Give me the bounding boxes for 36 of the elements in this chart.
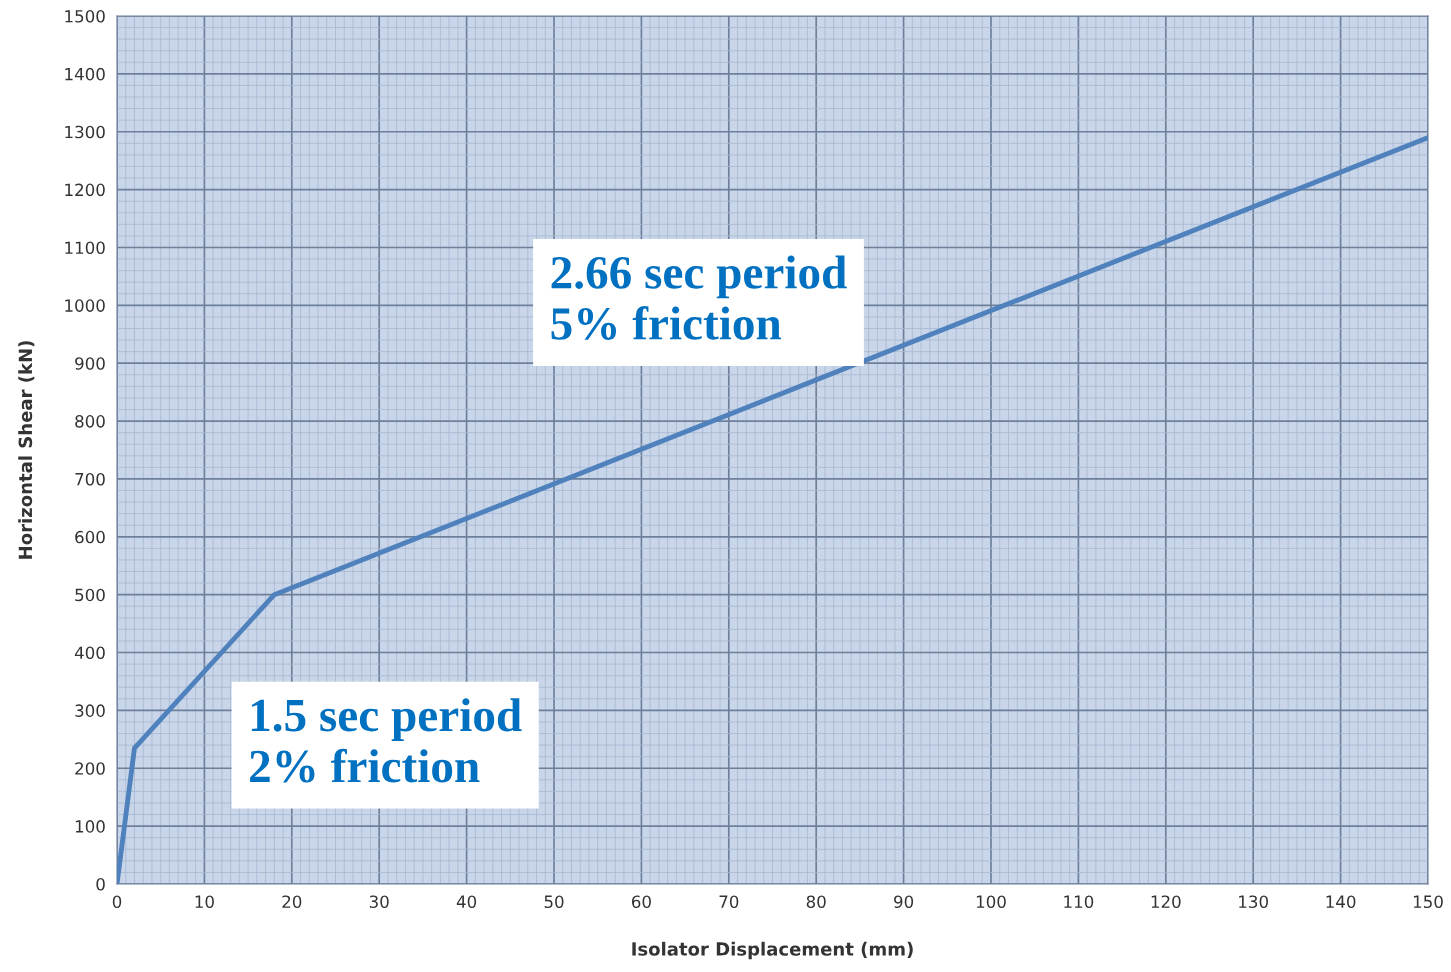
x-tick-label: 50 bbox=[544, 895, 564, 909]
x-axis-title: Isolator Displacement (mm) bbox=[632, 941, 913, 960]
x-tick-label: 110 bbox=[1064, 895, 1094, 909]
y-tick-label: 1400 bbox=[65, 67, 105, 81]
y-tick-label: 900 bbox=[75, 357, 105, 370]
y-tick-label: 700 bbox=[75, 472, 105, 486]
annotation: 2.66 sec period 5% friction bbox=[551, 255, 847, 340]
y-tick-label: 1300 bbox=[65, 125, 105, 139]
y-tick-label: 1000 bbox=[65, 299, 105, 312]
x-tick-label: 10 bbox=[195, 895, 214, 909]
x-tick-label: 30 bbox=[369, 895, 389, 909]
y-tick-label: 400 bbox=[74, 646, 105, 660]
y-tick-label: 600 bbox=[75, 530, 105, 544]
y-tick-label: 100 bbox=[75, 820, 105, 833]
x-tick-label: 120 bbox=[1151, 895, 1181, 909]
x-tick-label: 70 bbox=[719, 895, 739, 909]
x-tick-label: 80 bbox=[806, 895, 826, 909]
y-tick-label: 300 bbox=[75, 704, 105, 717]
annotation: 1.5 sec period 2% friction bbox=[250, 698, 522, 783]
y-tick-label: 1500 bbox=[65, 9, 105, 23]
x-tick-label: 100 bbox=[976, 895, 1006, 909]
y-tick-label: 1100 bbox=[65, 241, 105, 255]
x-tick-label: 140 bbox=[1326, 895, 1356, 909]
y-tick-label: 800 bbox=[75, 415, 105, 428]
x-tick-label: 0 bbox=[112, 895, 122, 909]
x-tick-label: 40 bbox=[456, 895, 477, 909]
y-axis-title: Horizontal Shear (kN) bbox=[18, 341, 35, 559]
y-tick-label: 200 bbox=[75, 762, 105, 775]
x-tick-label: 130 bbox=[1239, 895, 1268, 909]
y-tick-label: 1200 bbox=[65, 183, 105, 197]
x-tick-label: 150 bbox=[1413, 895, 1443, 909]
y-tick-label: 0 bbox=[96, 877, 105, 891]
x-tick-label: 90 bbox=[894, 895, 914, 909]
x-tick-label: 20 bbox=[282, 895, 302, 909]
y-tick-label: 500 bbox=[75, 588, 105, 602]
x-tick-label: 60 bbox=[631, 895, 651, 909]
